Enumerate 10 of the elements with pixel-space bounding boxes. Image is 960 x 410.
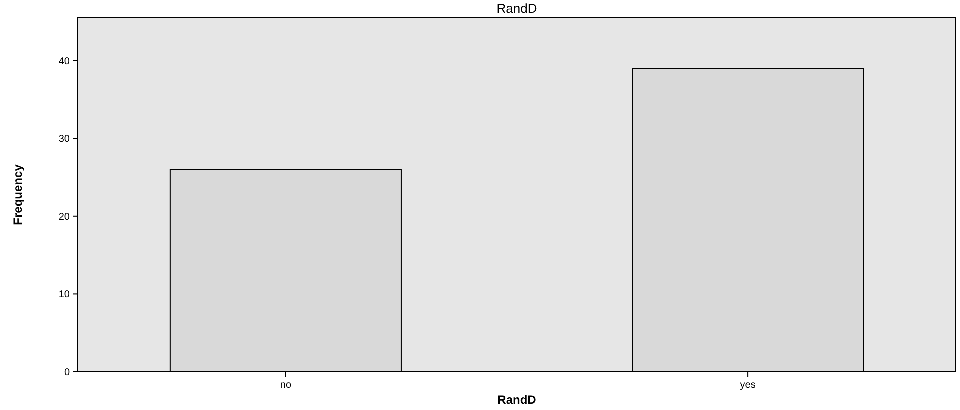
x-tick-label: yes: [740, 380, 756, 391]
y-tick-label: 20: [58, 212, 70, 223]
x-tick-label: no: [280, 380, 292, 391]
x-axis-title: RandD: [498, 393, 537, 407]
y-tick-label: 0: [64, 368, 70, 378]
y-tick-label: 30: [58, 134, 70, 146]
y-axis-title: Frequency: [11, 164, 25, 226]
y-tick-label: 40: [58, 56, 70, 68]
chart-title: RandD: [496, 1, 538, 16]
y-tick-label: 10: [58, 290, 70, 301]
